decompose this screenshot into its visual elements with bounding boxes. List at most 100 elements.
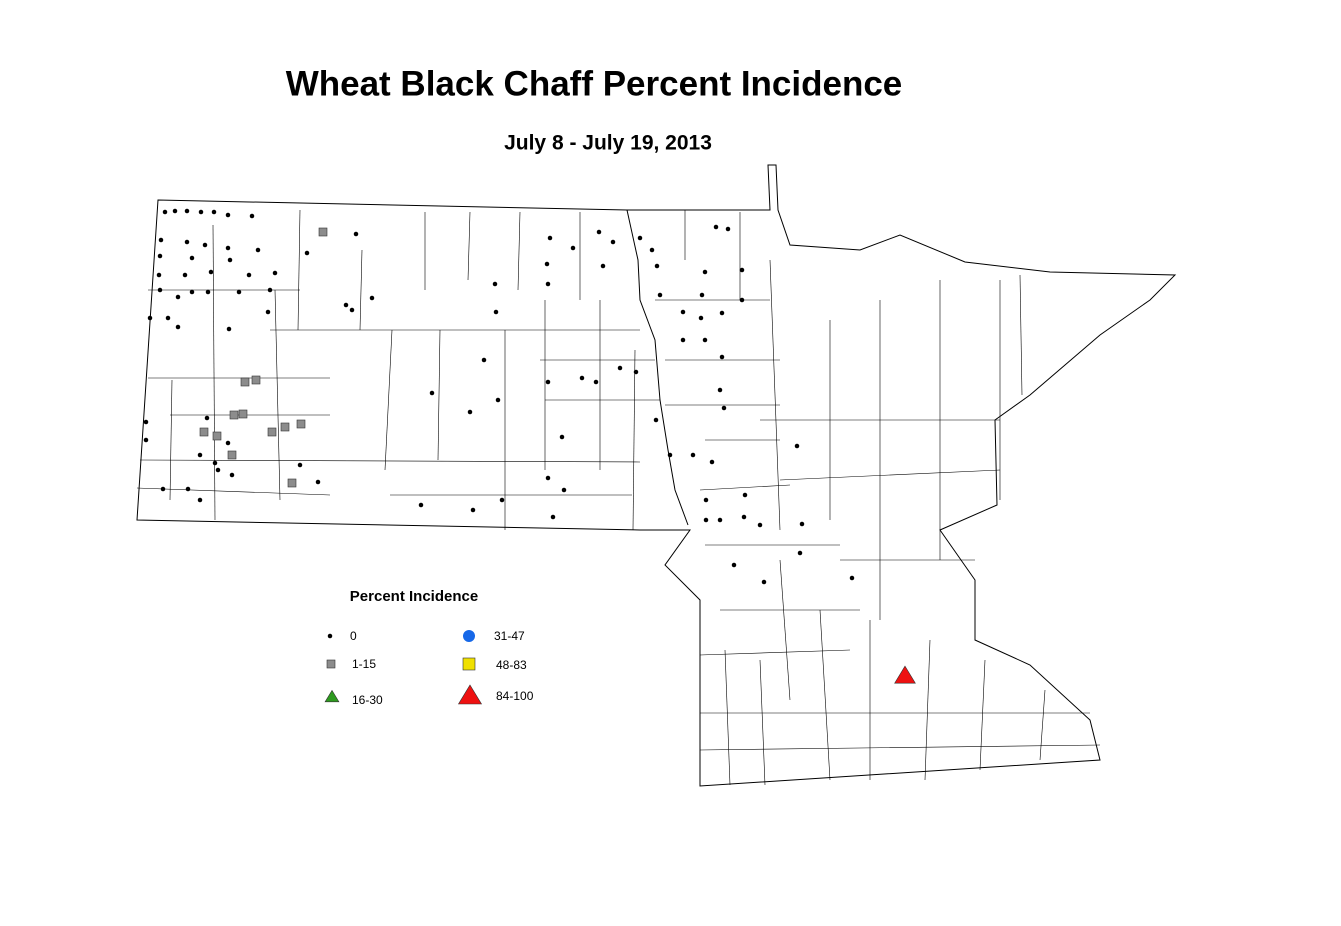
county-line bbox=[779, 559, 791, 701]
legend: Percent Incidence 0 1-15 16-30 31-47 48-83 84… bbox=[324, 588, 534, 707]
county-line bbox=[759, 659, 766, 786]
legend-symbol bbox=[457, 684, 483, 705]
dot bbox=[267, 287, 273, 293]
legend-title: Percent Incidence bbox=[350, 588, 478, 605]
dot bbox=[680, 309, 686, 315]
dot bbox=[654, 263, 660, 269]
dot bbox=[215, 467, 221, 473]
state-boundaries bbox=[136, 164, 1177, 787]
dot bbox=[236, 289, 242, 295]
county-line bbox=[819, 609, 831, 781]
county-line bbox=[779, 469, 1001, 481]
dot bbox=[249, 213, 255, 219]
dot bbox=[717, 517, 723, 523]
dot bbox=[649, 247, 655, 253]
square bbox=[212, 431, 222, 441]
county-line bbox=[169, 379, 173, 501]
dot bbox=[272, 270, 278, 276]
dot bbox=[761, 579, 767, 585]
dot bbox=[225, 245, 231, 251]
dot bbox=[205, 289, 211, 295]
square bbox=[227, 450, 237, 460]
dot bbox=[160, 486, 166, 492]
county-line bbox=[724, 649, 731, 786]
dot bbox=[702, 337, 708, 343]
square bbox=[267, 427, 277, 437]
dot bbox=[225, 440, 231, 446]
dot bbox=[255, 247, 261, 253]
dot bbox=[637, 235, 643, 241]
legend-symbol bbox=[326, 659, 336, 669]
dot bbox=[182, 272, 188, 278]
dot bbox=[709, 459, 715, 465]
legend-label: 48-83 bbox=[496, 658, 527, 672]
dot bbox=[596, 229, 602, 235]
dot bbox=[570, 245, 576, 251]
dot bbox=[725, 226, 731, 232]
dot bbox=[559, 434, 565, 440]
dot bbox=[157, 253, 163, 259]
dot bbox=[849, 575, 855, 581]
county-line bbox=[139, 459, 641, 463]
map-subtitle: July 8 - July 19, 2013 bbox=[504, 132, 712, 155]
county-line bbox=[979, 659, 986, 771]
dot bbox=[156, 272, 162, 278]
square bbox=[199, 427, 209, 437]
dot bbox=[143, 437, 149, 443]
dot bbox=[343, 302, 349, 308]
dot bbox=[172, 208, 178, 214]
dot bbox=[610, 239, 616, 245]
dot bbox=[229, 472, 235, 478]
dot bbox=[799, 521, 805, 527]
dot bbox=[225, 212, 231, 218]
dot bbox=[561, 487, 567, 493]
dot bbox=[545, 475, 551, 481]
dot bbox=[467, 409, 473, 415]
square bbox=[296, 419, 306, 429]
county-line bbox=[437, 329, 441, 461]
dot bbox=[579, 375, 585, 381]
square bbox=[240, 377, 250, 387]
dot bbox=[147, 315, 153, 321]
dot bbox=[719, 354, 725, 360]
legend-symbol bbox=[324, 689, 340, 703]
county-line bbox=[136, 487, 331, 496]
dot bbox=[162, 209, 168, 215]
county-line bbox=[632, 349, 636, 531]
dot bbox=[429, 390, 435, 396]
county-lines bbox=[136, 209, 1101, 786]
dot bbox=[739, 297, 745, 303]
county-line bbox=[297, 209, 301, 331]
dot bbox=[189, 255, 195, 261]
outline bbox=[136, 164, 1177, 787]
dot bbox=[165, 315, 171, 321]
county-line bbox=[924, 639, 931, 781]
dot bbox=[353, 231, 359, 237]
county-line bbox=[769, 259, 781, 531]
dot bbox=[197, 452, 203, 458]
county-line bbox=[212, 224, 216, 521]
dot bbox=[633, 369, 639, 375]
dot bbox=[739, 267, 745, 273]
dot bbox=[246, 272, 252, 278]
dot bbox=[680, 337, 686, 343]
square bbox=[229, 410, 239, 420]
dot bbox=[184, 239, 190, 245]
dot bbox=[757, 522, 763, 528]
dot bbox=[175, 324, 181, 330]
county-line bbox=[1019, 274, 1023, 396]
dot bbox=[717, 387, 723, 393]
triangle bbox=[894, 665, 916, 684]
dot bbox=[703, 497, 709, 503]
dot bbox=[212, 460, 218, 466]
dot bbox=[499, 497, 505, 503]
dot bbox=[545, 379, 551, 385]
square bbox=[287, 478, 297, 488]
legend-label: 31-47 bbox=[494, 629, 525, 643]
county-line bbox=[467, 211, 471, 281]
dot bbox=[265, 309, 271, 315]
legend-label: 0 bbox=[350, 629, 357, 643]
legend-symbol bbox=[327, 633, 333, 639]
dot bbox=[719, 310, 725, 316]
